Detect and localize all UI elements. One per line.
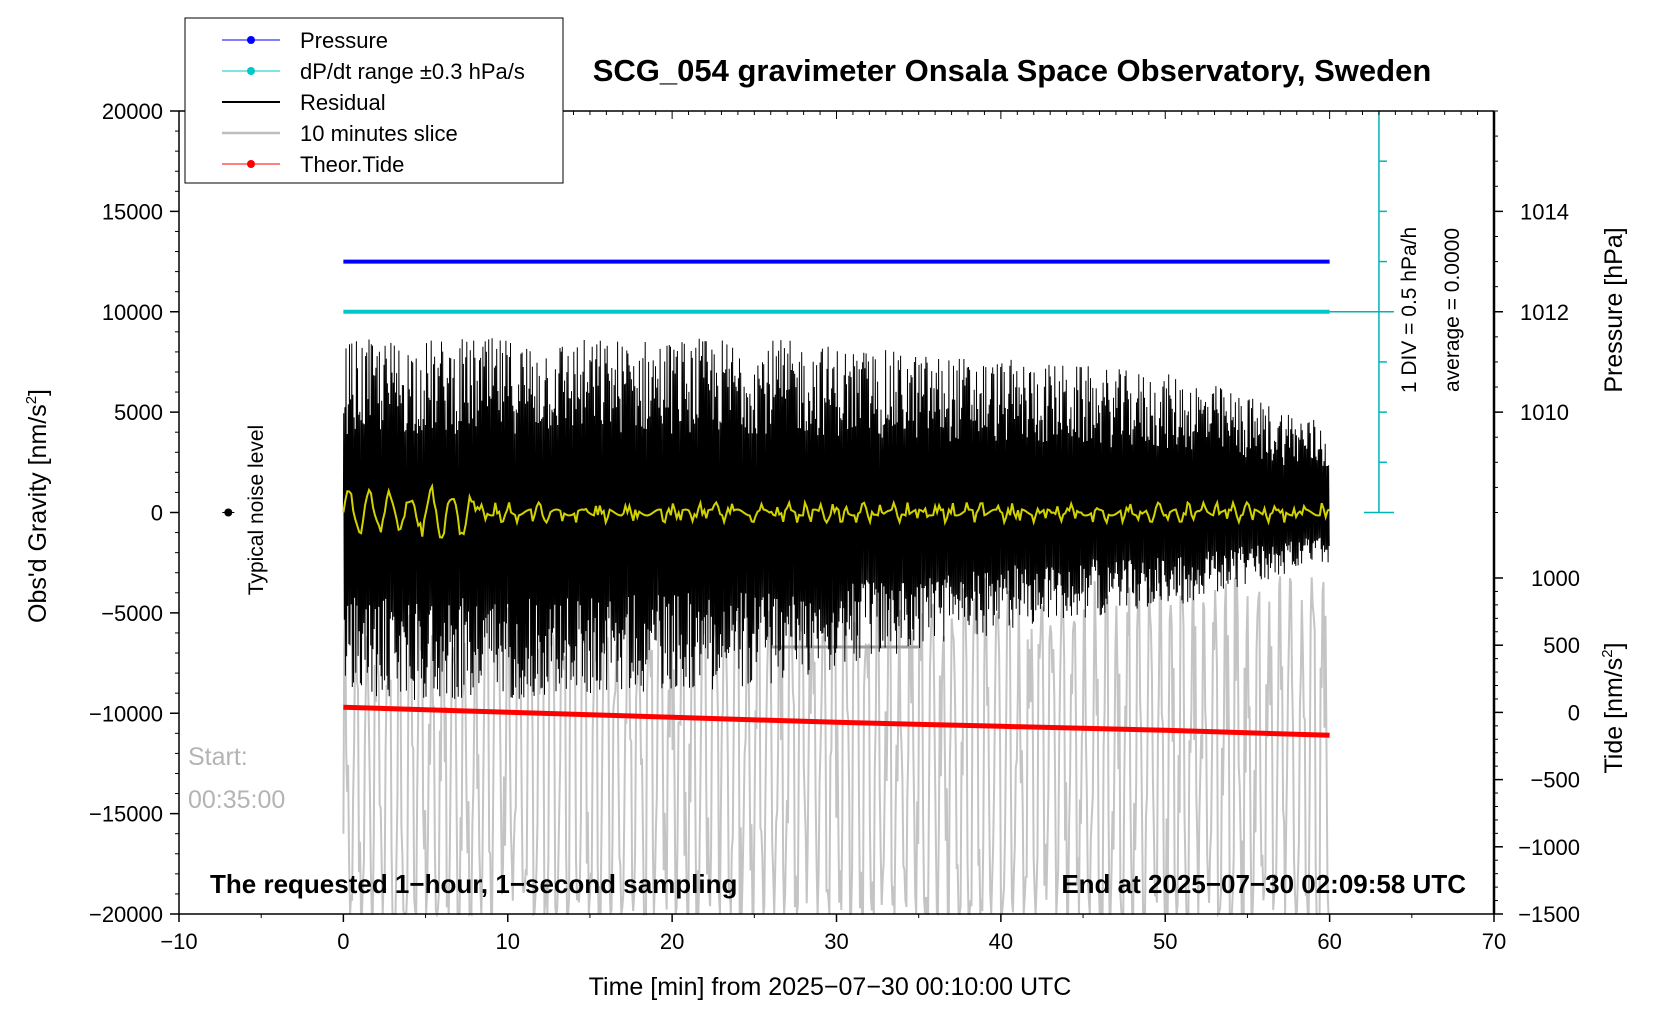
x-tick-label: −10: [160, 929, 197, 954]
y-axis-label-sup: 2: [23, 396, 40, 404]
legend: Pressure dP/dt range ±0.3 hPa/s Residual 10…: [184, 17, 564, 184]
y-axis-label-end: ]: [24, 389, 52, 396]
legend-label: Pressure: [300, 28, 388, 53]
x-tick-label: 40: [989, 929, 1013, 954]
tide-axis-label-sup: 2: [1599, 649, 1616, 657]
y-axis-label-main: Obs'd Gravity [nm/s: [24, 404, 52, 623]
legend-swatch-marker: [247, 160, 255, 168]
dpdt-scale-label-2: average = 0.0000: [1441, 228, 1464, 392]
axes-layer: −10 0 10 20 30 40 50 60 70−20000−15000−10000−500…: [89, 99, 1580, 954]
legend-label: dP/dt range ±0.3 hPa/s: [300, 59, 525, 84]
tide-tick-label: −500: [1530, 768, 1580, 793]
y-tick-label: 0: [151, 501, 163, 526]
noise-level-label: Typical noise level: [245, 425, 268, 595]
bottom-left-note: The requested 1−hour, 1−second sampling: [210, 869, 737, 899]
bottom-right-note: End at 2025−07−30 02:09:58 UTC: [1061, 869, 1466, 899]
start-label: Start:: [188, 743, 248, 771]
x-tick-label: 70: [1482, 929, 1506, 954]
x-tick-label: 20: [660, 929, 684, 954]
y-tick-label: 20000: [102, 99, 163, 124]
y-tick-label: −10000: [89, 701, 163, 726]
y-tick-label: −5000: [101, 601, 163, 626]
start-time: 00:35:00: [188, 786, 285, 814]
chart-title: SCG_054 gravimeter Onsala Space Observat…: [593, 53, 1432, 88]
pressure-tick-label: 1014: [1520, 199, 1569, 224]
pressure-axis-label: Pressure [hPa]: [1600, 227, 1628, 392]
x-axis-label: Time [min] from 2025−07−30 00:10:00 UTC: [589, 973, 1072, 1001]
tide-axis-label: Tide [nm/s2]: [1599, 642, 1628, 773]
pressure-tick-label: 1010: [1520, 400, 1569, 425]
filtered-residual-line: [342, 482, 1330, 539]
y-tick-label: −20000: [89, 902, 163, 927]
dpdt-scale-label-1: 1 DIV = 0.5 hPa/h: [1398, 227, 1421, 393]
tide-tick-label: −1500: [1518, 902, 1580, 927]
legend-label: Residual: [300, 90, 386, 115]
residual-series-line: [342, 338, 1330, 700]
y-tick-label: 15000: [102, 199, 163, 224]
legend-swatch-marker: [247, 67, 255, 75]
y-axis-label: Obs'd Gravity [nm/s2]: [23, 389, 52, 623]
pressure-tick-label: 1012: [1520, 300, 1569, 325]
tide-tick-label: −1000: [1518, 835, 1580, 860]
x-tick-label: 50: [1153, 929, 1177, 954]
tide-series-line: [343, 704, 1330, 738]
tide-tick-label: 500: [1543, 633, 1580, 658]
y-tick-label: 10000: [102, 300, 163, 325]
noise-marker-point: [224, 508, 233, 517]
legend-entries: Pressure dP/dt range ±0.3 hPa/s Residual 10…: [222, 28, 525, 177]
legend-box: [184, 17, 564, 184]
x-tick-label: 30: [824, 929, 848, 954]
data-layer: [222, 111, 1394, 738]
tide-axis-label-main: Tide [nm/s: [1600, 658, 1628, 774]
y-tick-label: −15000: [89, 802, 163, 827]
tide-axis-label-end: ]: [1600, 642, 1628, 649]
tide-tick-label: 1000: [1531, 566, 1580, 591]
x-tick-label: 10: [496, 929, 520, 954]
legend-swatch-marker: [247, 36, 255, 44]
legend-label: 10 minutes slice: [300, 121, 458, 146]
legend-label: Theor.Tide: [300, 152, 404, 177]
tide-tick-label: 0: [1568, 700, 1580, 725]
y-tick-label: 5000: [114, 400, 163, 425]
x-tick-label: 60: [1317, 929, 1341, 954]
x-tick-label: 0: [337, 929, 349, 954]
